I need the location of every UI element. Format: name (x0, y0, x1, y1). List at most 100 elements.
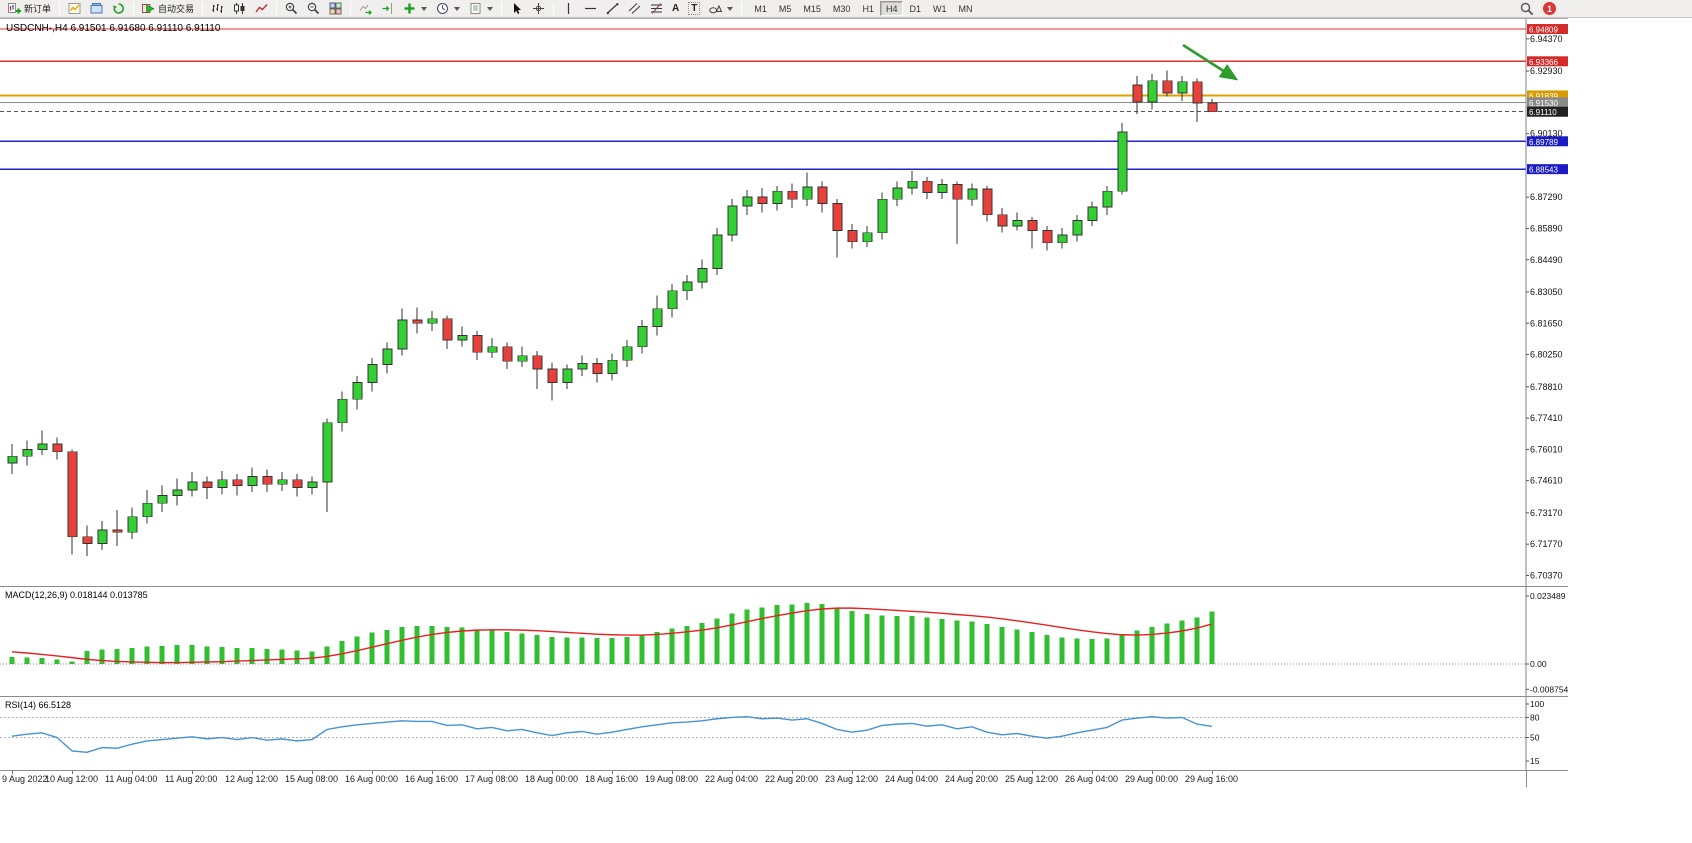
svg-text:50: 50 (1530, 733, 1540, 743)
autotrading-button[interactable]: 自动交易 (138, 1, 198, 17)
fibonacci-tool-button[interactable] (646, 1, 667, 17)
cursor-button[interactable] (506, 1, 527, 17)
svg-text:6.91839: 6.91839 (1529, 92, 1558, 101)
template-icon (470, 3, 481, 14)
time-axis-label: 18 Aug 16:00 (585, 774, 639, 784)
svg-text:6.92930: 6.92930 (1530, 66, 1563, 76)
macd-signal-line (11, 607, 1213, 664)
shapes-tool-button[interactable] (705, 1, 737, 17)
text-label-tool-button[interactable]: T (684, 1, 704, 17)
timeframe-m1-button[interactable]: M1 (748, 1, 773, 16)
timeframe-m15-button[interactable]: M15 (797, 1, 827, 16)
new-chart-icon (68, 3, 81, 14)
macd-axis: 0.023489 0.00 -0.008754 (1526, 591, 1568, 694)
dropdown-caret-icon (454, 6, 461, 11)
svg-text:6.93366: 6.93366 (1529, 58, 1558, 67)
bar-chart-button[interactable] (207, 1, 228, 17)
main-chart-plot[interactable]: 6.94370 6.92930 6.90130 6.87290 6.85890 6.844… (0, 19, 1568, 586)
svg-text:6.94809: 6.94809 (1529, 26, 1558, 35)
toolbar-separator (553, 2, 555, 15)
timeframe-d1-button[interactable]: D1 (903, 1, 927, 16)
svg-text:6.74610: 6.74610 (1530, 476, 1563, 486)
clock-icon (437, 3, 449, 14)
svg-text:6.73170: 6.73170 (1530, 508, 1563, 518)
time-tick (492, 771, 493, 774)
time-axis[interactable]: 9 Aug 2022 10 Aug 12:00 11 Aug 04:00 11 Aug… (0, 770, 1568, 787)
zoom-in-button[interactable] (281, 1, 302, 17)
time-tick (1212, 771, 1213, 774)
rsi-panel: 100 80 50 15 RSI(14) 66.5128 (0, 696, 1568, 770)
time-axis-label: 9 Aug 2022 (2, 774, 48, 784)
time-tick (312, 771, 313, 774)
svg-text:6.85890: 6.85890 (1530, 223, 1563, 233)
time-tick (672, 771, 673, 774)
time-axis-label: 15 Aug 08:00 (285, 774, 339, 784)
svg-text:6.88543: 6.88543 (1529, 166, 1558, 175)
toolbar-separator (501, 2, 503, 15)
time-axis-label: 25 Aug 12:00 (1005, 774, 1059, 784)
time-tick (72, 771, 73, 774)
fibonacci-icon (651, 3, 663, 14)
trendline-icon (606, 3, 619, 15)
timeframe-h4-button[interactable]: H4 (879, 1, 904, 16)
horizontal-line-tool-button[interactable] (580, 1, 601, 17)
price-tag (1527, 106, 1568, 117)
axis-corner-divider (1526, 771, 1527, 787)
timeframe-w1-button[interactable]: W1 (927, 1, 953, 16)
time-axis-label: 12 Aug 12:00 (225, 774, 279, 784)
horizontal-lines-layer (0, 28, 1526, 170)
new-order-button[interactable]: 新订单 (4, 1, 55, 17)
svg-text:6.87290: 6.87290 (1530, 192, 1563, 202)
candlestick-chart-button[interactable] (229, 1, 250, 17)
text-tool-button[interactable]: A (668, 1, 683, 17)
svg-text:6.71770: 6.71770 (1530, 539, 1563, 549)
chart-shift-button[interactable] (377, 1, 398, 17)
crosshair-button[interactable] (528, 1, 549, 17)
channel-tool-button[interactable] (624, 1, 645, 17)
rsi-plot[interactable]: 100 80 50 15 (0, 697, 1568, 770)
svg-text:-0.008754: -0.008754 (1530, 684, 1568, 694)
zoom-in-icon (285, 2, 298, 15)
macd-plot[interactable]: 0.023489 0.00 -0.008754 (0, 587, 1568, 696)
notification-badge[interactable]: 1 (1543, 2, 1556, 15)
indicators-button[interactable] (399, 1, 431, 17)
search-icon[interactable] (1520, 2, 1534, 16)
text-label-icon: T (688, 2, 701, 15)
crosshair-icon (533, 3, 545, 14)
horizontal-line-icon (585, 7, 597, 10)
channel-icon (628, 3, 641, 14)
timeframe-h1-button[interactable]: H1 (856, 1, 880, 16)
periods-button[interactable] (432, 1, 464, 17)
timeframe-m30-button[interactable]: M30 (827, 1, 857, 16)
candlestick-chart-icon (234, 3, 245, 14)
main-toolbar: 新订单 自动交易 (0, 0, 1692, 18)
time-axis-label: 19 Aug 08:00 (645, 774, 699, 784)
macd-label: MACD(12,26,9) 0.018144 0.013785 (5, 590, 148, 600)
trendline-tool-button[interactable] (602, 1, 623, 17)
templates-button[interactable] (465, 1, 497, 17)
dropdown-caret-icon (487, 6, 494, 11)
svg-text:6.80250: 6.80250 (1530, 350, 1563, 360)
chart-window: 6.94370 6.92930 6.90130 6.87290 6.85890 6.844… (0, 18, 1568, 787)
new-chart-button[interactable] (64, 1, 85, 17)
time-axis-label: 16 Aug 16:00 (405, 774, 459, 784)
timeframe-mn-button[interactable]: MN (952, 1, 978, 16)
timeframe-m5-button[interactable]: M5 (773, 1, 798, 16)
profiles-button[interactable] (86, 1, 107, 17)
svg-text:15: 15 (1530, 756, 1540, 766)
time-tick (12, 771, 13, 774)
refresh-button[interactable] (108, 1, 129, 17)
time-tick (792, 771, 793, 774)
time-axis-label: 29 Aug 00:00 (1125, 774, 1179, 784)
time-tick (1152, 771, 1153, 774)
line-chart-button[interactable] (251, 1, 272, 17)
time-tick (912, 771, 913, 774)
zoom-out-button[interactable] (303, 1, 324, 17)
auto-scroll-button[interactable] (355, 1, 376, 17)
svg-text:6.90130: 6.90130 (1530, 129, 1563, 139)
bar-chart-icon (212, 4, 224, 13)
tile-windows-button[interactable] (325, 1, 346, 17)
vertical-line-tool-button[interactable] (558, 1, 579, 17)
svg-text:6.76010: 6.76010 (1530, 444, 1563, 454)
svg-text:6.91110: 6.91110 (1529, 108, 1557, 117)
